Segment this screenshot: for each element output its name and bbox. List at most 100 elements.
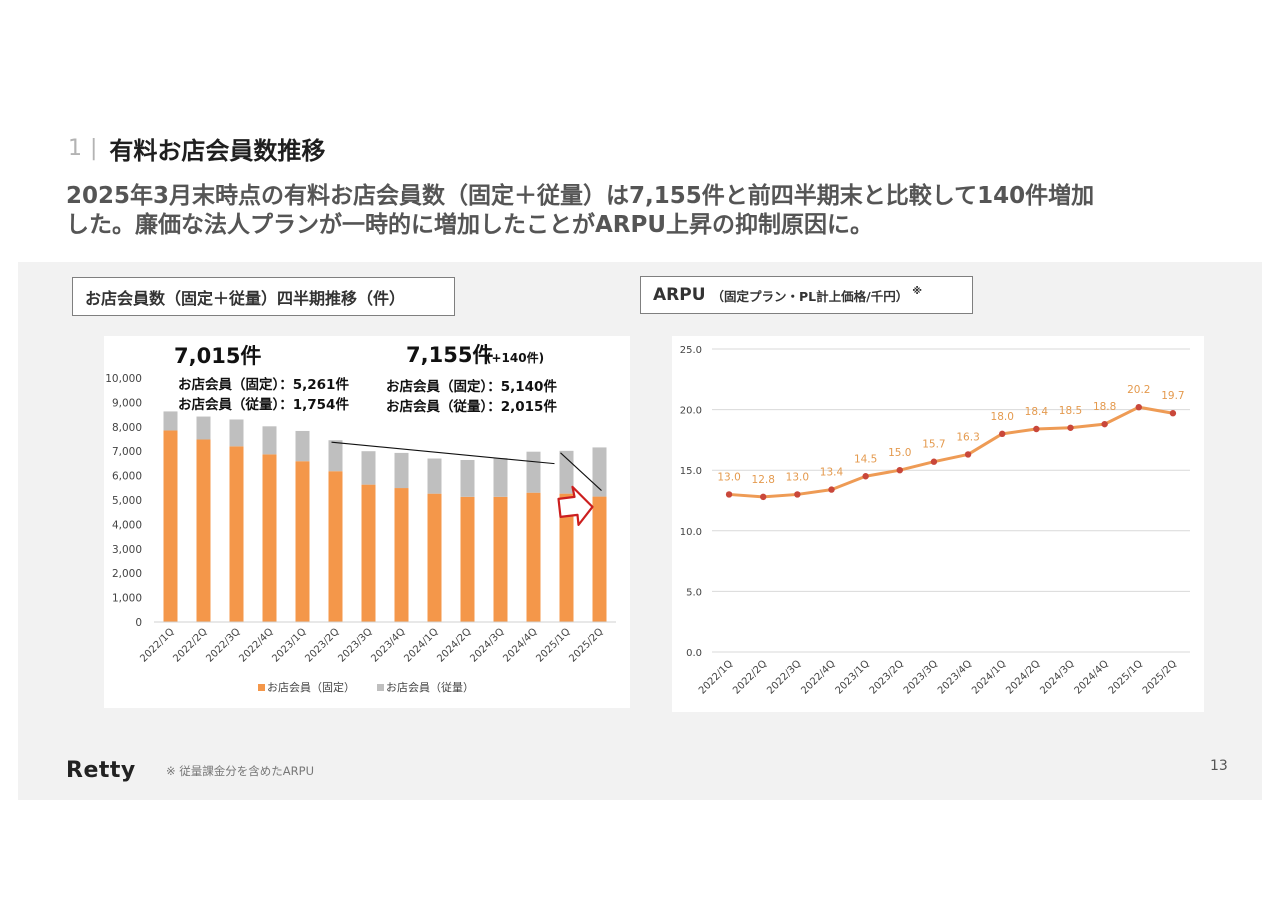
arpu-data-point (760, 493, 767, 501)
arpu-label-sub: （固定プラン・PL計上価格/千円） (711, 288, 909, 304)
footnote: ※ 従量課金分を含めたARPU (166, 764, 314, 778)
arpu-label-main: ARPU (653, 285, 706, 305)
bar-y-tick-label: 2,000 (112, 568, 142, 580)
callout-right-fixed: お店会員（固定）：5,140件 (386, 378, 557, 395)
bar-y-tick-label: 9,000 (112, 397, 142, 409)
arpu-y-tick-label: 0.0 (686, 648, 702, 659)
bar-usage (361, 451, 376, 485)
callout-right-delta: (+140件) (486, 350, 544, 365)
arpu-data-point (828, 486, 835, 493)
legend-fixed-swatch (258, 684, 265, 691)
arpu-data-point (1169, 410, 1177, 417)
bar-fixed (196, 439, 211, 622)
bar-x-tick-label: 2024/4Q (501, 626, 539, 664)
arpu-y-tick-label: 20.0 (680, 406, 702, 417)
section-header: 1 | 有料お店会員数推移 (68, 132, 326, 165)
page-number: 13 (1210, 758, 1228, 774)
bar-fixed (229, 446, 244, 622)
bar-x-tick-label: 2024/1Q (402, 626, 440, 664)
bar-fixed (394, 488, 409, 622)
legend-usage-label: お店会員（従量） (386, 680, 474, 694)
arpu-series-line (728, 405, 1174, 499)
arpu-data-label: 16.3 (956, 431, 979, 443)
arpu-x-tick-label: 2022/3Q (765, 658, 803, 696)
bar-usage (163, 411, 178, 431)
bar-y-tick-label: 3,000 (112, 544, 142, 556)
arpu-data-label: 12.8 (752, 474, 775, 486)
bar-fixed (559, 493, 574, 622)
bar-usage (295, 430, 310, 462)
bar-x-tick-label: 2023/1Q (270, 626, 308, 664)
section-separator: | (90, 135, 98, 161)
arpu-y-tick-label: 25.0 (680, 345, 702, 356)
bar-usage (559, 450, 574, 494)
arpu-data-label: 18.0 (991, 411, 1014, 423)
arpu-y-tick-label: 5.0 (686, 587, 702, 598)
arpu-x-tick-label: 2024/2Q (1004, 658, 1042, 696)
arpu-line-chart: 0.0 5.0 10.0 15.0 20.0 25.0 13.0 2022/1Q 12.8 202… (680, 345, 1190, 697)
callout-right-total: 7,155件 (406, 343, 493, 367)
bar-fixed (526, 492, 541, 622)
arpu-data-label: 13.0 (717, 471, 740, 483)
headline-line-1: 2025年3月末時点の有料お店会員数（固定＋従量）は7,155件と前四半期末と比… (66, 183, 1095, 209)
arpu-x-tick-label: 2023/1Q (834, 658, 872, 696)
arpu-x-tick-label: 2025/1Q (1107, 658, 1145, 696)
bar-usage (328, 440, 343, 472)
bar-fixed (361, 484, 376, 622)
arpu-data-label: 20.2 (1127, 384, 1150, 396)
arpu-data-point (964, 451, 972, 458)
arpu-x-tick-label: 2022/1Q (697, 658, 735, 696)
bar-usage (394, 452, 409, 489)
arpu-y-tick-label: 15.0 (680, 466, 702, 477)
trend-line-short (560, 452, 602, 491)
section-title: 有料お店会員数推移 (109, 136, 326, 165)
arpu-x-tick-label: 2023/3Q (902, 658, 940, 696)
arpu-chart-card: 0.0 5.0 10.0 15.0 20.0 25.0 13.0 2022/1Q 12.8 202… (672, 336, 1204, 712)
arpu-x-tick-label: 2022/2Q (731, 658, 769, 696)
bar-usage (196, 416, 211, 440)
arpu-data-label: 18.5 (1059, 405, 1082, 417)
bar-fixed (328, 471, 343, 622)
bar-usage (460, 459, 475, 497)
arpu-data-point (794, 491, 801, 498)
arpu-x-tick-label: 2024/3Q (1038, 658, 1076, 696)
bar-fixed (163, 430, 178, 622)
arpu-data-point (862, 473, 869, 480)
arpu-data-point (1033, 425, 1040, 433)
arpu-data-label: 15.0 (888, 447, 911, 459)
arpu-x-tick-label: 2023/2Q (868, 658, 906, 696)
arpu-x-tick-label: 2022/4Q (799, 658, 837, 696)
increase-arrow-icon (557, 485, 594, 526)
legend-usage-swatch (377, 684, 384, 691)
arpu-data-point (1067, 424, 1074, 431)
arpu-chart-label: ARPU （固定プラン・PL計上価格/千円） ※ (640, 276, 973, 314)
member-count-chart-card: 0 1,000 2,000 3,000 4,000 5,000 6,000 7,000 8,00… (104, 336, 630, 708)
arpu-data-label: 19.7 (1161, 390, 1184, 402)
bar-x-tick-label: 2025/2Q (567, 626, 605, 664)
bar-x-tick-label: 2023/4Q (369, 626, 407, 664)
bar-x-tick-label: 2025/1Q (534, 626, 572, 664)
bar-usage (262, 426, 277, 455)
bar-usage (493, 458, 508, 497)
arpu-data-point (1101, 420, 1108, 428)
callout-left-fixed: お店会員（固定）：5,261件 (178, 376, 349, 393)
arpu-data-point (725, 491, 733, 498)
bar-y-tick-label: 6,000 (112, 471, 142, 483)
bar-x-tick-label: 2022/3Q (204, 626, 242, 664)
arpu-y-tick-label: 10.0 (680, 527, 702, 538)
bar-fixed (493, 496, 508, 622)
bar-y-tick-label: 10,000 (105, 373, 142, 385)
arpu-data-point (930, 458, 938, 465)
arpu-x-tick-label: 2023/4Q (936, 658, 974, 696)
bar-x-tick-label: 2024/3Q (468, 626, 506, 664)
retty-logo: Retty (66, 758, 136, 783)
bar-x-tick-label: 2023/2Q (303, 626, 341, 664)
arpu-data-label: 18.8 (1093, 401, 1116, 413)
bar-fixed (460, 496, 475, 622)
bar-x-tick-label: 2022/4Q (237, 626, 275, 664)
arpu-data-point (1135, 403, 1142, 411)
arpu-data-label: 13.4 (820, 467, 844, 479)
member-count-chart-label: お店会員数（固定＋従量）四半期推移（件） (72, 277, 455, 316)
bar-x-tick-label: 2022/2Q (171, 626, 209, 664)
bar-y-tick-label: 0 (135, 617, 142, 629)
